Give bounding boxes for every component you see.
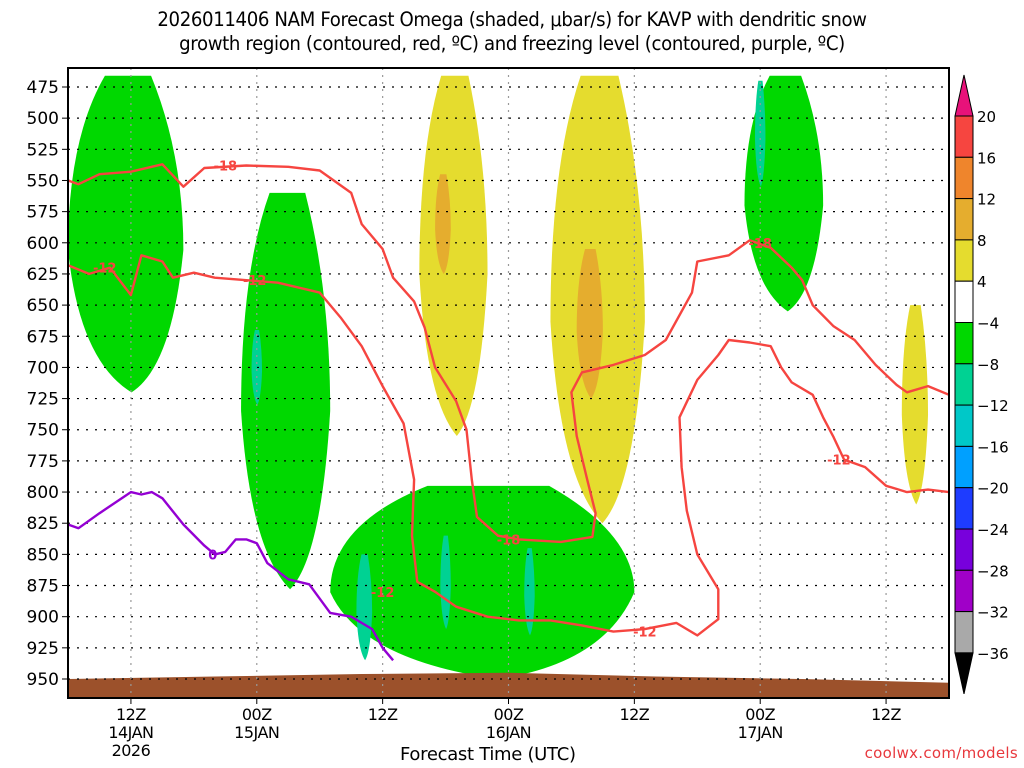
y-tick-label-600: 600 (27, 234, 59, 254)
contour-label-3: -12 (243, 274, 267, 289)
y-tick-label-900: 900 (27, 608, 59, 628)
colorbar-label-4: 4 (977, 273, 987, 291)
contour-label-9: 0 (208, 548, 217, 563)
x-axis-label: Forecast Time (UTC) (400, 744, 576, 765)
contour-label-5: -12 (371, 586, 395, 601)
y-tick-label-625: 625 (27, 265, 59, 285)
colorbar-label-13: −36 (977, 645, 1009, 663)
colorbar-box-8 (954, 404, 974, 447)
x-tick-label-6-1: 14JAN (108, 723, 153, 742)
y-tick-label-850: 850 (27, 545, 59, 565)
y-tick-label-800: 800 (27, 483, 59, 503)
y-tick-label-925: 925 (27, 639, 59, 659)
y-tick-label-500: 500 (27, 109, 59, 129)
y-tick-label-525: 525 (27, 140, 59, 160)
y-tick-label-775: 775 (27, 452, 59, 472)
colorbar-box-3 (954, 198, 974, 241)
omega-region-3 (251, 330, 263, 405)
y-tick-label-825: 825 (27, 514, 59, 534)
colorbar-label-11: −28 (977, 562, 1009, 580)
colorbar-label-2: 12 (977, 191, 996, 209)
contour-label-4: -18 (497, 533, 521, 548)
colorbar-box-11 (954, 528, 974, 571)
y-tick-label-950: 950 (27, 670, 59, 690)
credit-link[interactable]: coolwx.com/models (864, 744, 1018, 762)
omega-region-14 (901, 305, 929, 505)
x-tick-label-6-0: 12Z (116, 705, 146, 724)
colorbar-label-1: 16 (977, 149, 996, 167)
contour-layer: -18 -12 -12 -18 -12 -12 -18 -12 0 (68, 160, 949, 662)
colorbar-box-9 (954, 445, 974, 489)
contour-label-1: -18 (214, 160, 238, 175)
contour-line-1 (68, 163, 949, 544)
x-tick-label-42-1: 16JAN (486, 723, 531, 742)
x-tick-label-6-2: 2026 (112, 741, 151, 760)
contour-line-3 (68, 490, 395, 662)
y-tick-label-700: 700 (27, 358, 59, 378)
x-tick-label-66-1: 17JAN (738, 723, 783, 742)
colorbar-label-0: 20 (977, 108, 996, 126)
y-tick-label-750: 750 (27, 421, 59, 441)
chart-title: 2026011406 NAM Forecast Omega (shaded, μ… (36, 8, 988, 56)
contour-label-7: -18 (748, 237, 772, 252)
omega-region-11 (435, 174, 451, 274)
omega-region-10 (419, 75, 488, 436)
colorbar-box-1 (954, 115, 974, 158)
colorbar-box-10 (954, 487, 974, 530)
colorbar-label-10: −24 (977, 521, 1009, 539)
x-tick-label-54-0: 12Z (619, 705, 649, 724)
contour-label-6: -12 (633, 626, 657, 641)
omega-region-6 (440, 535, 451, 630)
colorbar-label-6: −8 (977, 356, 999, 374)
colorbar-label-3: 8 (977, 232, 987, 250)
grid-layer (68, 68, 949, 698)
y-axis: 475 500 525 550 575 600 625 650 675 700 725 750 775 8… (27, 78, 68, 690)
chart-title-line-2: growth region (contoured, red, ºC) and f… (179, 32, 845, 55)
y-tick-label-475: 475 (27, 78, 59, 98)
colorbar-box-7 (954, 363, 974, 406)
colorbar-label-12: −32 (977, 604, 1009, 622)
contour-line-2 (68, 254, 949, 637)
y-tick-label-575: 575 (27, 203, 59, 223)
colorbar-label-5: −4 (977, 315, 999, 333)
omega-region-1 (68, 75, 184, 393)
y-tick-label-725: 725 (27, 390, 59, 410)
colorbar-box-13 (954, 611, 974, 654)
x-tick-label-18-0: 00Z (242, 705, 272, 724)
colorbar-box-2 (954, 156, 974, 200)
colorbar-extend-bottom (954, 652, 974, 695)
omega-region-2 (241, 192, 331, 590)
colorbar-label-8: −16 (977, 438, 1009, 456)
omega-region-13 (576, 249, 603, 399)
omega-region-4 (330, 485, 635, 679)
y-tick-label-675: 675 (27, 327, 59, 347)
colorbar-label-7: −12 (977, 397, 1009, 415)
y-tick-label-875: 875 (27, 577, 59, 597)
x-tick-label-30-0: 12Z (368, 705, 398, 724)
colorbar-label-9: −20 (977, 480, 1009, 498)
x-tick-label-42-0: 00Z (494, 705, 524, 724)
contour-label-8: -12 (827, 454, 851, 469)
chart-title-line-1: 2026011406 NAM Forecast Omega (shaded, μ… (157, 8, 867, 31)
colorbar-box-12 (954, 569, 974, 613)
y-tick-label-650: 650 (27, 296, 59, 316)
colorbar-box-6 (954, 322, 974, 365)
colorbar-box-4 (954, 239, 974, 282)
colorbar: 20 16 12 8 4 −4 −8 −12 −16 −20 −24 −28 −32 −36 (954, 74, 1009, 695)
colorbar-box-5 (954, 280, 974, 324)
omega-region-7 (524, 548, 535, 636)
y-tick-label-550: 550 (27, 171, 59, 191)
omega-region-5 (356, 554, 373, 661)
x-tick-label-78-0: 12Z (871, 705, 901, 724)
x-tick-label-66-0: 00Z (745, 705, 775, 724)
omega-region-9 (754, 80, 766, 187)
omega-shading-layer (68, 75, 929, 679)
x-tick-label-18-1: 15JAN (234, 723, 279, 742)
contour-label-2: -12 (93, 262, 117, 277)
colorbar-extend-top (954, 74, 974, 117)
